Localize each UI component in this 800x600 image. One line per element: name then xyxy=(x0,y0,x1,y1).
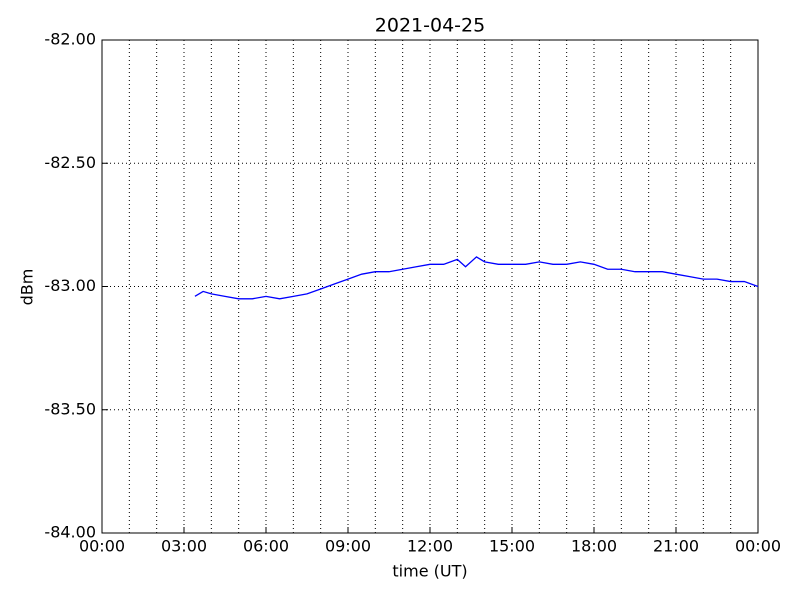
x-tick-label: 12:00 xyxy=(407,537,453,556)
y-tick-label: -83.00 xyxy=(44,276,96,295)
x-tick-label: 21:00 xyxy=(653,537,699,556)
x-tick-label: 09:00 xyxy=(325,537,371,556)
x-tick-label: 06:00 xyxy=(243,537,289,556)
x-tick-label: 15:00 xyxy=(489,537,535,556)
x-tick-label: 00:00 xyxy=(735,537,781,556)
x-tick-label: 18:00 xyxy=(571,537,617,556)
chart-title: 2021-04-25 xyxy=(375,15,485,37)
y-tick-label: -82.00 xyxy=(44,30,96,49)
y-tick-label: -84.00 xyxy=(44,523,96,542)
data-line xyxy=(194,256,759,300)
x-tick-label: 03:00 xyxy=(161,537,207,556)
x-tick-label: 00:00 xyxy=(79,537,125,556)
y-axis-label: dBm xyxy=(18,269,37,306)
y-tick-label: -82.50 xyxy=(44,153,96,172)
x-axis-label: time (UT) xyxy=(392,562,467,581)
y-tick-label: -83.50 xyxy=(44,399,96,418)
